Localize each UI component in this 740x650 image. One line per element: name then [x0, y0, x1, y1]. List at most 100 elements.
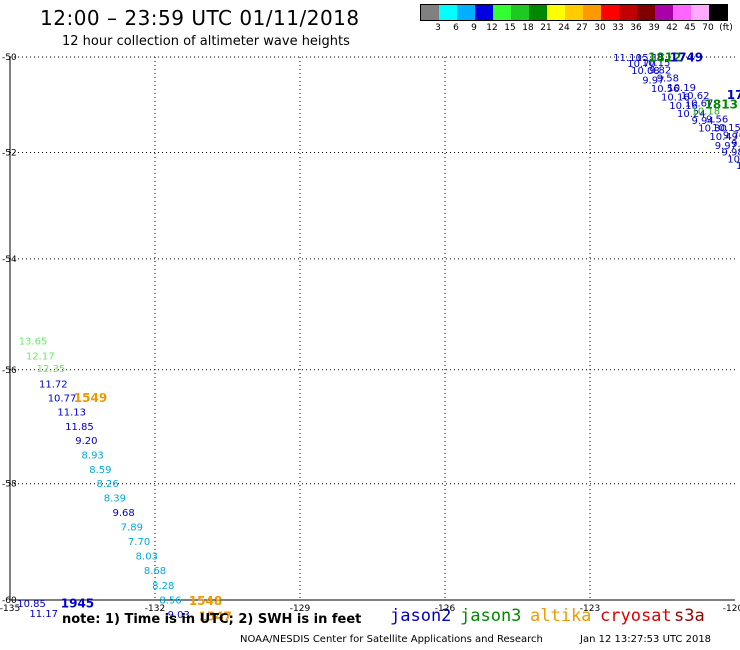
scale-swatch: [547, 5, 565, 20]
wave-height-value: 8.03: [136, 552, 158, 563]
scale-label: 18: [522, 23, 534, 33]
scale-label: 42: [666, 23, 678, 33]
wave-height-value: 10.85: [17, 599, 46, 610]
scale-swatch: [511, 5, 529, 20]
wave-height-value: 11.17: [29, 609, 58, 620]
wave-height-value: 9.86: [739, 147, 740, 158]
wave-height-value: 10.03: [727, 155, 740, 166]
scale-label: (ft): [719, 23, 733, 33]
wave-height-value: 8.93: [82, 450, 104, 461]
wave-height-value: 9.97: [642, 75, 664, 86]
scale-label: 36: [630, 23, 642, 33]
wave-height-value: 9.68: [112, 508, 134, 519]
scale-swatch: [601, 5, 619, 20]
wave-height-value: 8.56: [159, 595, 181, 606]
longitude-label: -135: [0, 604, 20, 614]
longitude-label: -129: [290, 604, 311, 614]
page-title: 12:00 – 23:59 UTC 01/11/2018: [40, 6, 360, 30]
wave-height-value: 9.94: [692, 116, 714, 127]
page-subtitle: 12 hour collection of altimeter wave hei…: [62, 34, 350, 49]
latitude-label: -58: [2, 480, 17, 490]
wave-height-value: 8.28: [152, 581, 174, 592]
footer-credit: NOAA/NESDIS Center for Satellite Applica…: [240, 634, 543, 645]
wave-height-value: 10.19: [667, 83, 696, 94]
longitude-label: -123: [580, 604, 600, 614]
scale-swatch: [457, 5, 475, 20]
footer-timestamp: Jan 12 13:27:53 UTC 2018: [580, 634, 712, 645]
scale-swatch: [439, 5, 457, 20]
pass-time-label: 1749: [670, 51, 703, 65]
scale-label: 45: [684, 23, 696, 33]
scale-swatch: [475, 5, 493, 20]
wave-height-value: 10.30: [698, 123, 727, 134]
wave-height-value: 11.13: [57, 408, 86, 419]
wave-height-value: 13.65: [19, 337, 48, 348]
pass-time-label: 1549: [74, 391, 107, 405]
wave-height-value: 8.68: [144, 566, 166, 577]
wave-height-value: 10.49: [709, 132, 738, 143]
wave-height-value: 9.98: [721, 147, 740, 158]
legend-jason2: jason2: [390, 606, 452, 626]
scale-swatch: [493, 5, 511, 20]
wave-height-value: 9.58: [657, 73, 679, 84]
wave-height-value: 12.17: [26, 352, 55, 363]
wave-height-value: 10.70: [627, 59, 656, 70]
wave-height-value: 9.97: [715, 141, 737, 152]
wave-height-value: 12.35: [37, 364, 66, 375]
wave-height-value: 10.03: [736, 161, 740, 172]
scale-label: 39: [648, 23, 660, 33]
longitude-label: -120: [723, 604, 740, 614]
wave-height-value: 8.39: [104, 494, 126, 505]
scale-label: 27: [576, 23, 588, 33]
wave-height-value: 9.76: [723, 131, 740, 142]
scale-label: 3: [435, 23, 441, 33]
wave-height-value: 10.16: [661, 92, 690, 103]
scale-label: 24: [558, 23, 570, 33]
scale-swatch: [637, 5, 655, 20]
latitude-label: -60: [2, 596, 17, 606]
color-scale-labels: 3 6 9 12 15 18 21 24 27 30 33 36 39 42 45 70 (ft): [420, 21, 740, 35]
wave-height-value: 10.24: [677, 109, 706, 120]
wave-height-value: 11.10: [613, 53, 642, 64]
scale-label: 21: [540, 23, 552, 33]
wave-height-value: 7.89: [121, 522, 143, 533]
scale-swatch: [583, 5, 601, 20]
legend-s3a: s3a: [674, 606, 705, 626]
pass-time-label: 1812: [648, 51, 681, 65]
units-note: note: 1) Time is in UTC; 2) SWH is in fe…: [62, 612, 362, 627]
wave-height-value: 10.56: [651, 84, 680, 95]
scale-swatch: [655, 5, 673, 20]
scale-label: 9: [471, 23, 477, 33]
legend-cryosat: cryosat: [600, 606, 672, 626]
wave-height-value: 8.26: [97, 479, 119, 490]
wave-height-value: 7.70: [128, 537, 150, 548]
scale-label: 6: [453, 23, 459, 33]
scale-swatch: [709, 5, 727, 20]
scale-swatch: [619, 5, 637, 20]
scale-label: 30: [594, 23, 606, 33]
pass-time-label: 1547: [199, 609, 232, 623]
wave-height-value: 9.20: [75, 436, 97, 447]
pass-time-label: 1813: [705, 98, 738, 112]
longitude-label: -126: [435, 604, 456, 614]
latitude-label: -54: [2, 255, 17, 265]
latitude-label: -52: [2, 148, 17, 158]
wave-height-value: 9.82: [649, 65, 671, 76]
scale-label: 33: [612, 23, 624, 33]
wave-height-value: 10.16: [669, 101, 698, 112]
scale-swatch: [691, 5, 709, 20]
scale-swatch: [529, 5, 547, 20]
wave-height-value: 10.15: [642, 58, 671, 69]
wave-height-value: 10.62: [681, 91, 710, 102]
pass-time-label: 1945: [61, 597, 94, 611]
wave-height-value: 10.67: [685, 99, 714, 110]
wave-height-color-scale: 3 6 9 12 15 18 21 24 27 30 33 36 39 42 45 70 (ft): [420, 4, 740, 35]
wave-height-value: 9.03: [168, 610, 190, 621]
pass-time-label: 1548: [189, 594, 222, 608]
scale-swatch: [565, 5, 583, 20]
legend-altika: altika: [530, 606, 592, 626]
wave-height-value: 10.77: [48, 393, 77, 404]
latitude-label: -50: [2, 53, 17, 63]
scale-label: 15: [504, 23, 516, 33]
